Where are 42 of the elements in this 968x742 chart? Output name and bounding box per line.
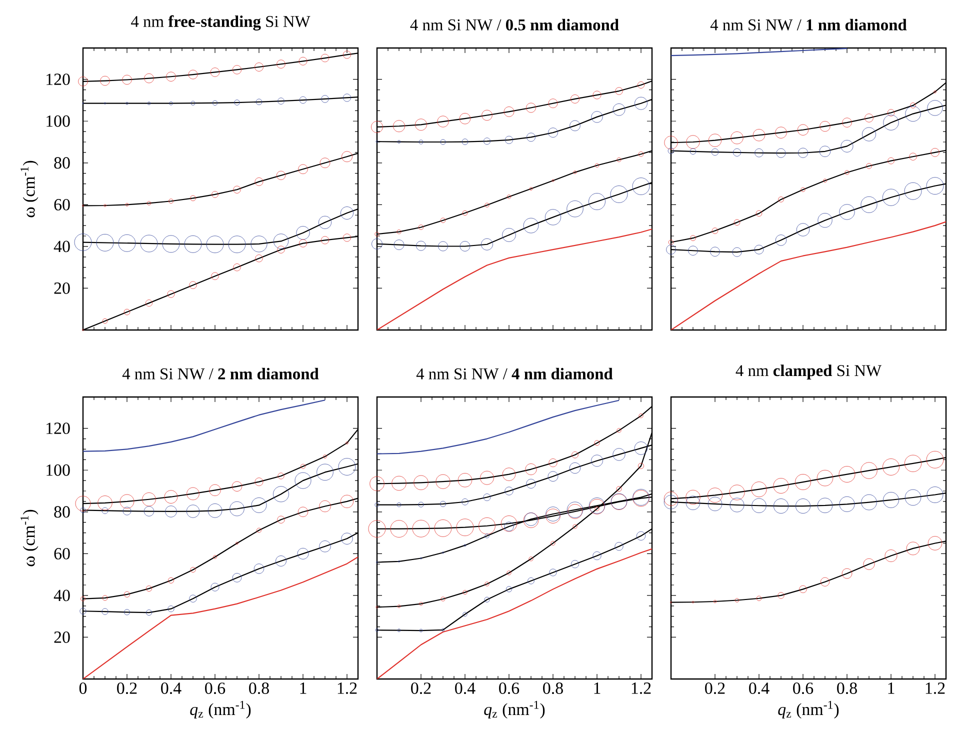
- y-tick-label: 120: [46, 422, 70, 434]
- x-tick-label: 0.2: [705, 682, 725, 694]
- y-tick-label: 80: [54, 506, 70, 518]
- chart-title: 4 nm Si NW / 1 nm diamond: [710, 18, 907, 31]
- x-tick-label: 1.2: [926, 682, 945, 694]
- y-tick-label: 40: [54, 240, 70, 252]
- x-axis-title: q$_{z}$ (nm$^{-1}$): [484, 700, 545, 719]
- x-tick-label: 0.8: [837, 682, 857, 694]
- x-tick-label: 0.2: [411, 682, 431, 694]
- x-tick-label: 1: [594, 682, 600, 694]
- x-tick-label: 0.8: [249, 682, 269, 694]
- x-tick-label: 1: [300, 682, 306, 694]
- y-tick-label: 20: [54, 282, 70, 294]
- x-axis-title: q$_{z}$ (nm$^{-1}$): [778, 700, 839, 719]
- x-tick-label: 0.6: [793, 682, 814, 694]
- x-tick-label: 0.4: [455, 682, 476, 694]
- x-tick-label: 0: [79, 682, 87, 694]
- chart-title: 4 nm clamped Si NW: [736, 364, 882, 380]
- x-tick-label: 0.2: [117, 682, 137, 694]
- y-tick-label: 100: [46, 115, 70, 127]
- x-tick-label: 1.2: [632, 682, 651, 694]
- x-tick-label: 0.6: [205, 682, 226, 694]
- x-tick-label: 0.8: [543, 682, 563, 694]
- x-axis-title: q$_{z}$ (nm$^{-1}$): [190, 700, 251, 719]
- y-tick-label: 20: [54, 632, 70, 643]
- x-tick-label: 0.4: [749, 682, 770, 694]
- y-tick-label: 80: [54, 157, 70, 169]
- x-tick-label: 1.2: [338, 682, 357, 694]
- y-tick-label: 60: [54, 548, 70, 560]
- chart-title: 4 nm Si NW / 0.5 nm diamond: [410, 18, 619, 31]
- chart-title: 4 nm Si NW / 2 nm diamond: [122, 368, 319, 380]
- y-tick-label: 100: [46, 464, 70, 476]
- chart-title: 4 nm free-standing Si NW: [131, 15, 310, 30]
- x-tick-label: 1: [888, 682, 894, 694]
- chart-title: 4 nm Si NW / 4 nm diamond: [416, 368, 613, 380]
- y-tick-label: 60: [54, 198, 70, 210]
- y-tick-label: 40: [54, 590, 70, 602]
- x-tick-label: 0.6: [499, 682, 520, 694]
- y-axis-title: ω (cm$^{-1}$): [20, 510, 38, 566]
- y-axis-title: ω (cm$^{-1}$): [20, 160, 38, 218]
- y-tick-label: 120: [46, 74, 70, 86]
- x-tick-label: 0.4: [161, 682, 182, 694]
